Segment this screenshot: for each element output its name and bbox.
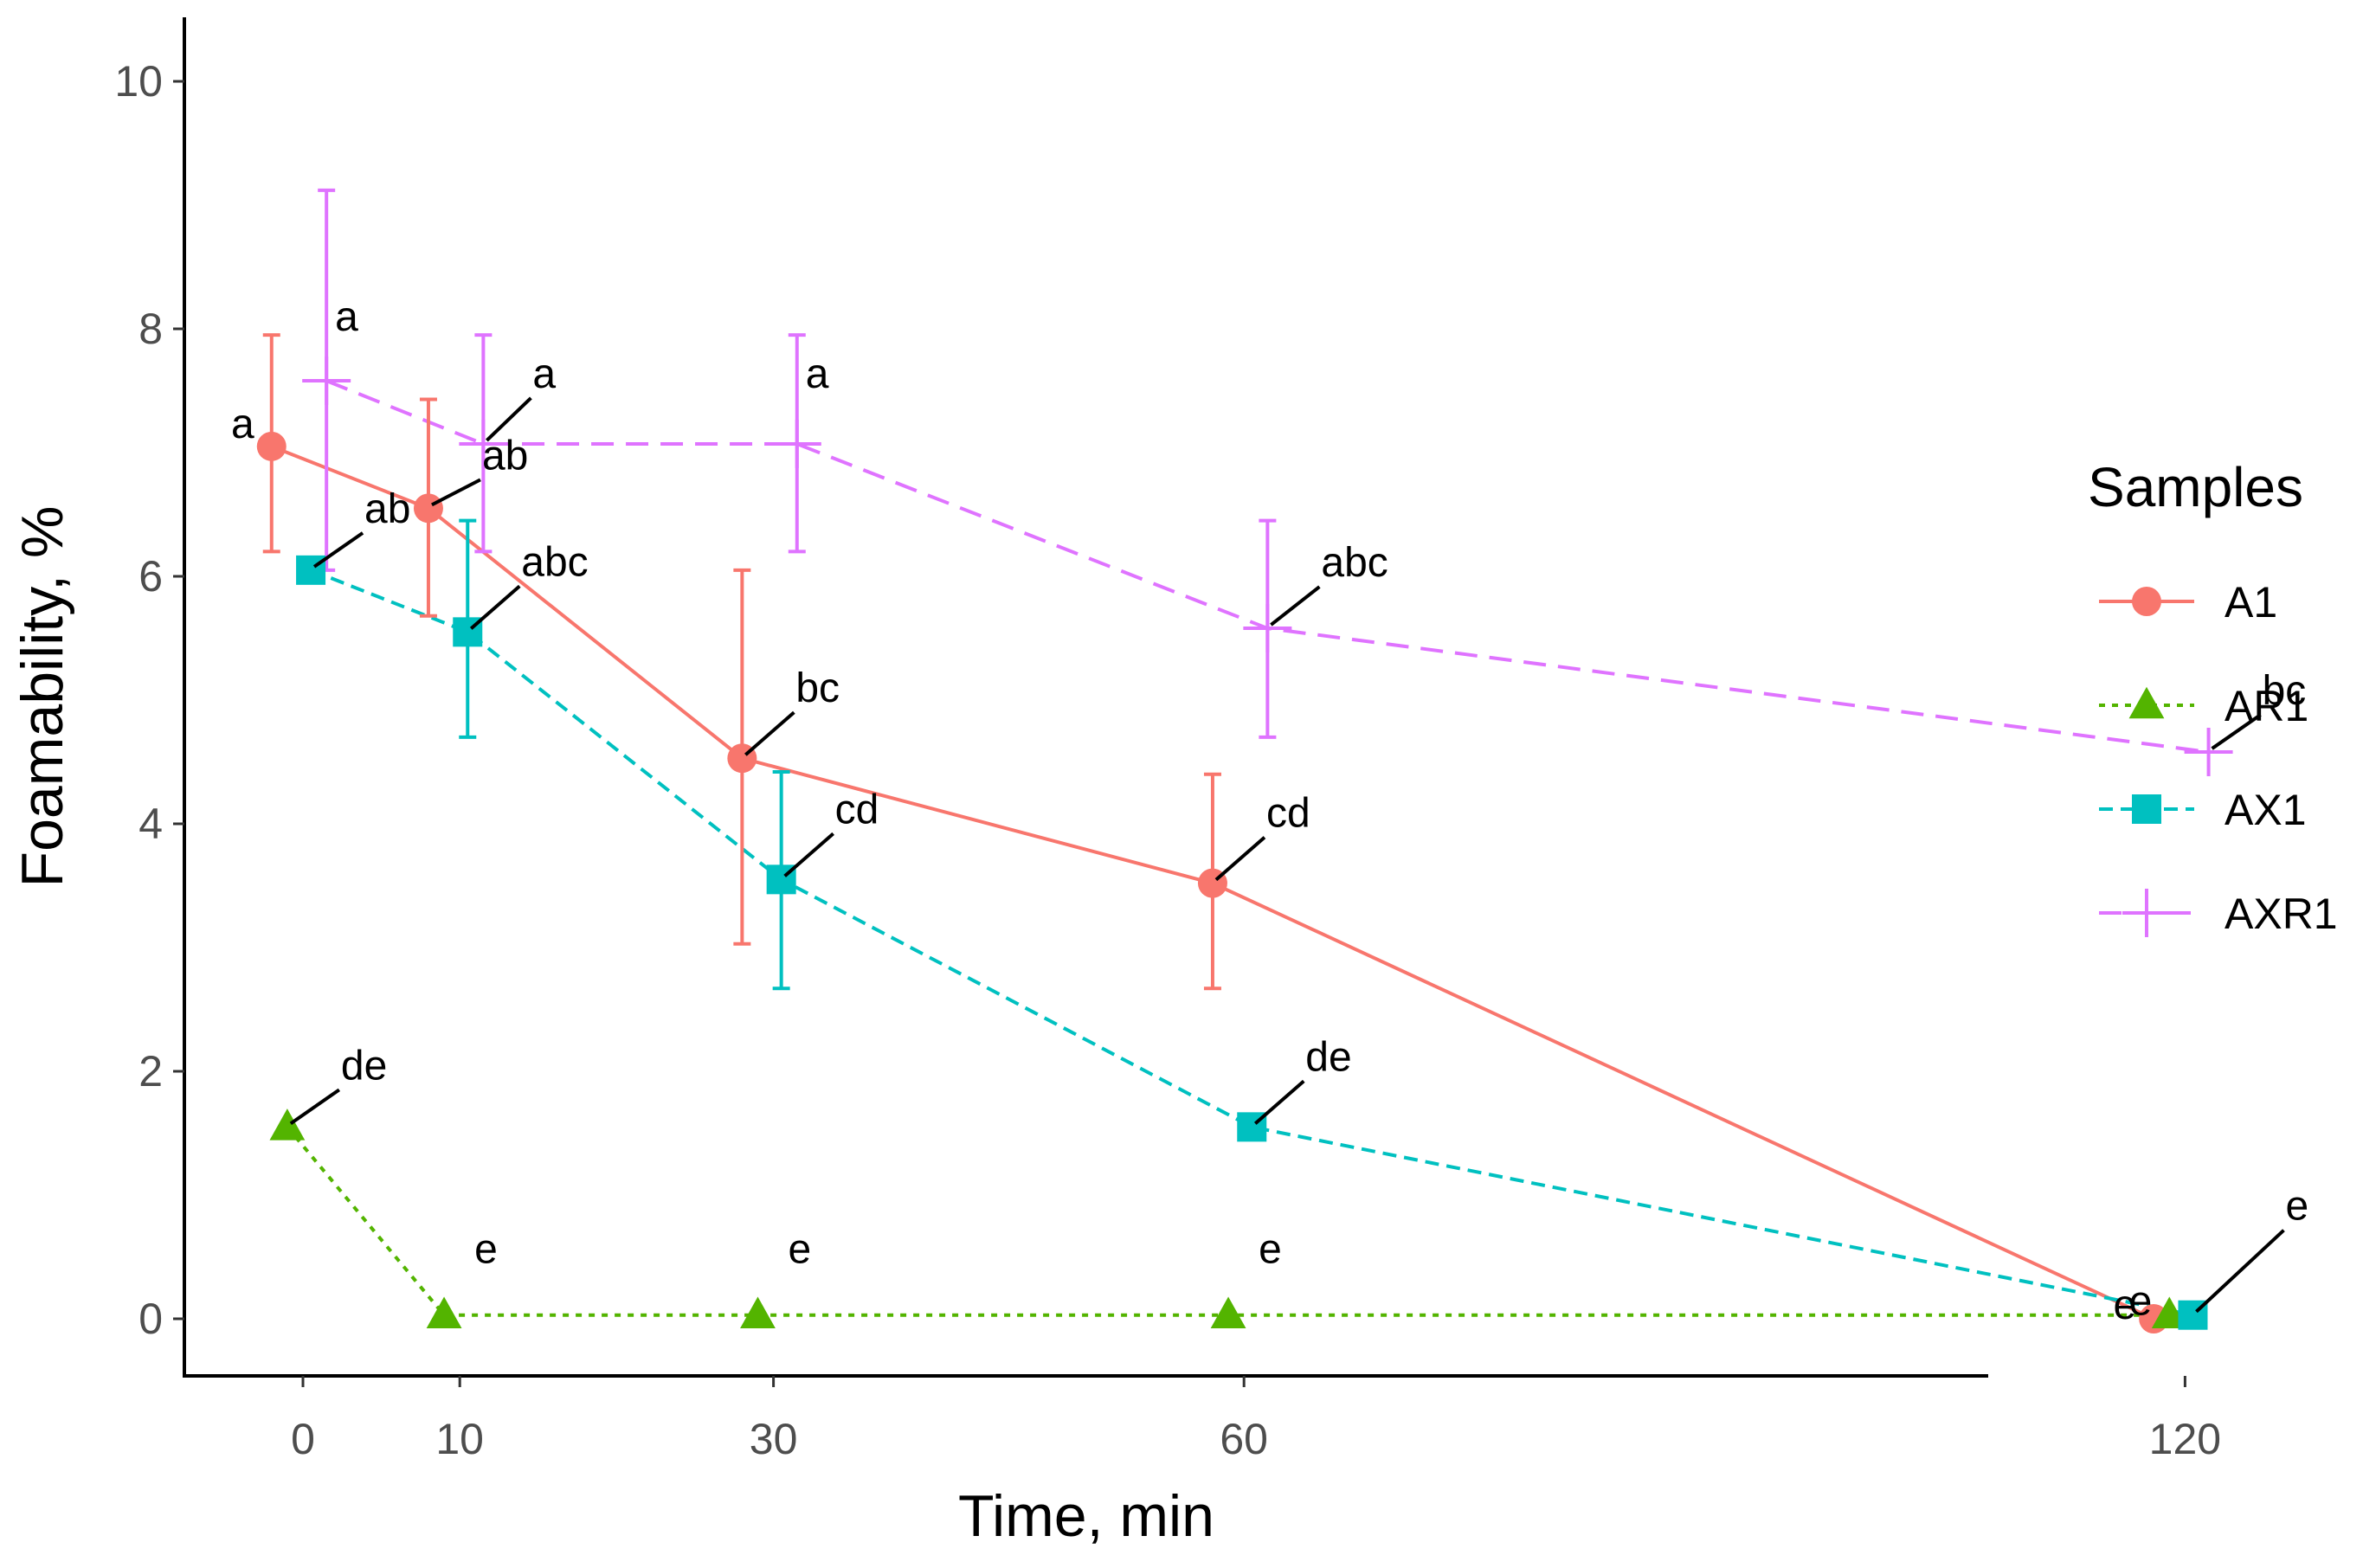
data-point-ar1 [740,1296,776,1329]
x-tick-label: 60 [1220,1415,1268,1463]
label-leader-line [744,710,795,756]
y-tick-label: 8 [138,305,163,353]
significance-label: a [806,351,829,397]
legend-title: Samples [2088,456,2303,518]
data-point-ar1 [426,1296,462,1329]
data-point-ar1 [269,1109,306,1141]
x-tick-label: 10 [435,1415,484,1463]
label-leader-line [1214,836,1266,882]
significance-label: ab [482,433,528,479]
y-tick-label: 4 [138,800,163,848]
significance-label: de [1305,1034,1351,1080]
legend-label: A1 [2225,578,2277,627]
label-leader-line [2195,1229,2285,1314]
significance-label: e [2285,1184,2308,1230]
significance-label: e [474,1227,498,1273]
significance-label: cd [1266,791,1310,837]
legend-item-ax1: AX1 [2099,786,2307,834]
x-tick-label: 30 [750,1415,798,1463]
data-point-axr1 [772,419,821,468]
data-point-a1 [256,431,287,461]
y-tick-label: 2 [138,1047,163,1096]
legend-item-a1: A1 [2099,578,2277,627]
legend-marker [2132,587,2161,616]
legend-item-axr1: AXR1 [2099,889,2338,938]
label-leader-line [289,1088,341,1125]
y-tick-label: 10 [114,57,163,106]
label-leader-line [469,584,521,630]
significance-label: bc [2263,668,2307,714]
data-point-axr1 [459,419,508,468]
significance-label: a [335,294,358,340]
x-tick-label: 120 [2149,1415,2221,1463]
label-leader-line [783,832,834,877]
significance-label: de [341,1043,387,1089]
significance-label: e [788,1227,811,1273]
label-leader-line [485,396,532,442]
legend-label: AXR1 [2225,890,2338,938]
label-leader-line [1270,585,1321,627]
label-leader-line [312,531,364,569]
significance-label: abc [1321,540,1388,586]
legend-marker [2132,794,2161,824]
data-point-axr1 [2184,728,2233,777]
data-point-a1 [413,493,443,524]
significance-label: a [532,351,556,397]
significance-label: a [231,402,254,447]
significance-label: abc [521,539,588,585]
legend-marker [2122,889,2171,937]
y-tick-label: 0 [138,1295,163,1343]
legend-marker [2128,686,2165,719]
legend-label: AR1 [2225,682,2308,730]
series-line-axr1 [325,379,2209,755]
legend: A1 AR1 AX1 AXR1 [2099,578,2338,938]
significance-label: e [2129,1279,2153,1325]
significance-label: e [1259,1227,1282,1273]
y-axis-title: Foamability, % [10,506,75,888]
y-tick-label: 6 [138,552,163,601]
label-leader-line [2211,713,2262,750]
x-tick-label: 0 [291,1415,315,1463]
x-axis-title: Time, min [958,1483,1214,1549]
legend-item-ar1: AR1 [2099,682,2308,730]
legend-label: AX1 [2225,786,2307,834]
data-point-ar1 [1210,1296,1246,1329]
significance-label: bc [795,665,840,711]
data-point-axr1 [1243,604,1292,653]
data-point-axr1 [302,357,351,406]
significance-label: cd [835,787,879,832]
label-leader-line [431,478,481,507]
label-leader-line [1253,1079,1305,1125]
significance-label: e [2113,1282,2136,1328]
significance-label: ab [364,486,410,532]
